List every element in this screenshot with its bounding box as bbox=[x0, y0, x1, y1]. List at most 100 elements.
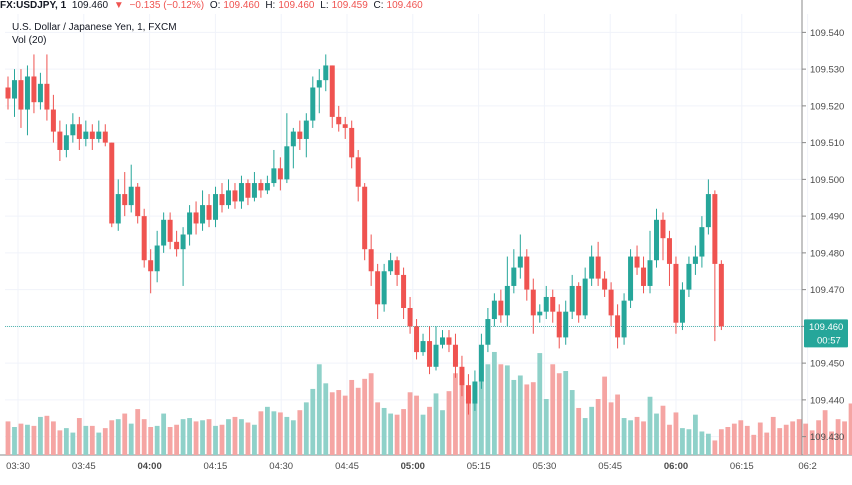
candle bbox=[135, 183, 141, 224]
candle-body bbox=[200, 205, 206, 224]
candle-body bbox=[705, 194, 711, 228]
volume-bar bbox=[109, 420, 115, 455]
volume-bar bbox=[206, 419, 212, 455]
symbol-label[interactable]: FX:USDJPY, 1 bbox=[0, 0, 67, 11]
price-tick-label: 109.530 bbox=[810, 65, 844, 76]
volume-bar bbox=[297, 410, 303, 455]
volume-bar bbox=[161, 413, 167, 455]
candle bbox=[647, 230, 653, 294]
low-value: 109.459 bbox=[331, 0, 368, 11]
volume-bar bbox=[757, 422, 763, 455]
candle-body bbox=[621, 300, 627, 338]
volume-bar bbox=[524, 384, 530, 455]
price-tick-label: 109.500 bbox=[810, 175, 844, 186]
candle bbox=[368, 234, 374, 286]
volume-bar bbox=[407, 392, 413, 455]
candle-body bbox=[543, 296, 549, 312]
close-label: C: bbox=[373, 0, 384, 11]
volume-bar bbox=[135, 409, 141, 455]
candle-body bbox=[589, 256, 595, 279]
candle-body bbox=[128, 186, 134, 206]
volume-bar bbox=[38, 416, 43, 455]
volume-bar bbox=[232, 416, 238, 455]
candle-body bbox=[187, 212, 193, 235]
candle bbox=[582, 267, 588, 320]
candle-body bbox=[394, 260, 400, 275]
candle bbox=[407, 296, 413, 334]
volume-bar bbox=[556, 373, 562, 455]
volume-bar bbox=[316, 364, 322, 455]
candle bbox=[498, 289, 504, 323]
candle bbox=[355, 149, 361, 202]
volume-bar bbox=[446, 391, 452, 455]
volume-bar bbox=[25, 424, 30, 455]
candle-body bbox=[427, 341, 433, 367]
candle bbox=[375, 263, 381, 320]
volume-bar bbox=[479, 381, 484, 455]
candle bbox=[24, 65, 30, 136]
volume-bar bbox=[738, 420, 744, 455]
candle bbox=[712, 190, 718, 342]
volume-bar bbox=[303, 402, 309, 455]
candle-body bbox=[478, 344, 484, 382]
volume-legend[interactable]: Vol (20) bbox=[12, 35, 47, 46]
candle-body bbox=[414, 326, 420, 353]
candle bbox=[238, 175, 244, 209]
candle-body bbox=[154, 245, 160, 272]
candle-body bbox=[666, 238, 672, 264]
candle bbox=[692, 245, 698, 275]
candle bbox=[122, 172, 128, 217]
candle-body bbox=[70, 124, 76, 136]
candle-body bbox=[18, 80, 24, 110]
candle-body bbox=[576, 285, 582, 316]
candle bbox=[225, 179, 231, 209]
volume-bar bbox=[258, 411, 264, 455]
candle-body bbox=[290, 131, 296, 147]
candle bbox=[154, 230, 160, 283]
candle-body bbox=[11, 80, 17, 99]
candle bbox=[128, 164, 134, 213]
volume-bar bbox=[744, 425, 750, 455]
candle bbox=[621, 293, 627, 345]
candle bbox=[63, 124, 69, 158]
candle-body bbox=[692, 256, 698, 264]
candle-body bbox=[63, 135, 69, 150]
volume-bar bbox=[641, 421, 646, 455]
candle bbox=[148, 249, 154, 294]
time-axis: 03:30 03:45 04:00 04:15 04:30 04:45 05:00 05:15… bbox=[6, 461, 817, 472]
candle bbox=[673, 256, 679, 334]
volume-bar bbox=[563, 371, 569, 455]
candle-body bbox=[375, 271, 381, 305]
countdown-timer: 00:57 bbox=[817, 335, 841, 346]
candle-body bbox=[232, 190, 238, 202]
candle bbox=[686, 256, 692, 297]
time-tick-label: 05:15 bbox=[467, 461, 491, 472]
candle-body bbox=[381, 271, 387, 305]
candle bbox=[329, 65, 335, 128]
candle-body bbox=[595, 256, 601, 279]
volume-bar bbox=[673, 412, 679, 455]
price-change: −0.135 (−0.12%) bbox=[129, 0, 205, 11]
price-tick-label: 109.450 bbox=[810, 359, 844, 370]
candle-body bbox=[251, 183, 257, 198]
candle-body bbox=[388, 260, 394, 272]
volume-bar bbox=[842, 421, 847, 455]
time-tick-label: 05:45 bbox=[598, 461, 622, 472]
price-tick-label: 109.480 bbox=[810, 248, 844, 259]
volume-bar bbox=[193, 421, 199, 455]
candle bbox=[18, 69, 24, 128]
candle bbox=[388, 252, 394, 275]
candle-body bbox=[225, 190, 231, 206]
candle bbox=[245, 179, 251, 206]
candle-body bbox=[238, 183, 244, 202]
volume-bar bbox=[628, 420, 633, 455]
volume-bar bbox=[141, 419, 147, 455]
candle-body bbox=[699, 227, 705, 257]
candle-body bbox=[459, 366, 465, 386]
candle bbox=[258, 179, 264, 198]
volume-bar bbox=[790, 421, 796, 455]
candle bbox=[472, 370, 478, 411]
volume-bar bbox=[647, 396, 653, 455]
candle-body bbox=[174, 241, 180, 250]
